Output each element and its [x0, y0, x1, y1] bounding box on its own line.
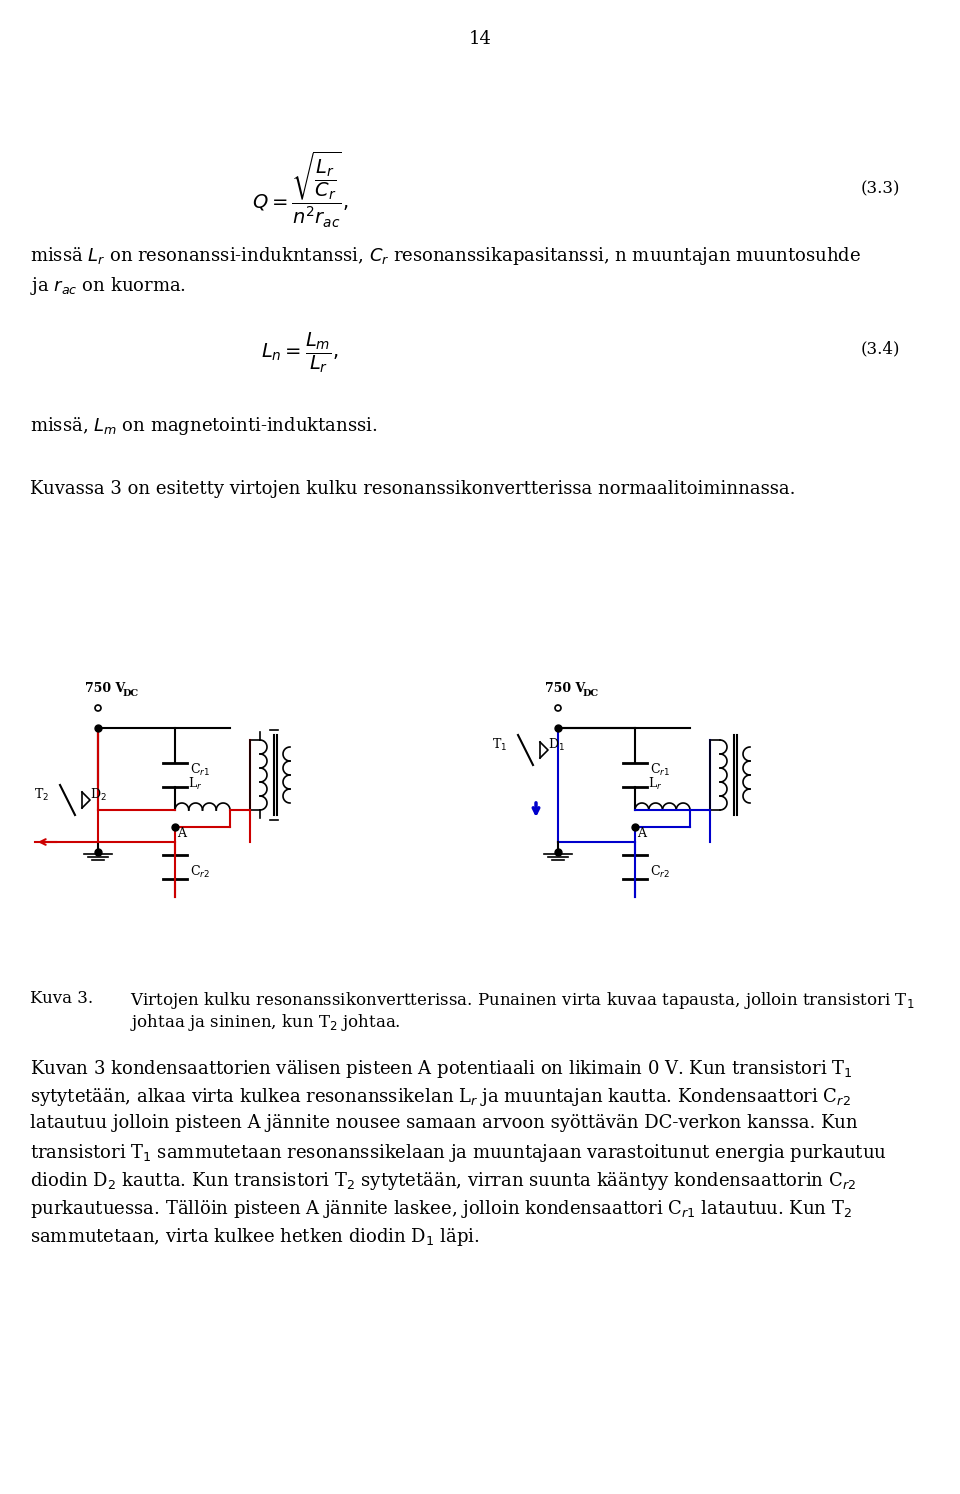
- Text: L$_r$: L$_r$: [648, 775, 662, 792]
- Text: diodin D$_2$ kautta. Kun transistori T$_2$ sytytetään, virran suunta kääntyy kon: diodin D$_2$ kautta. Kun transistori T$_…: [30, 1170, 856, 1192]
- Text: L$_r$: L$_r$: [188, 775, 203, 792]
- Text: DC: DC: [583, 689, 599, 698]
- Text: A: A: [637, 828, 646, 840]
- Text: transistori T$_1$ sammutetaan resonanssikelaan ja muuntajaan varastoitunut energ: transistori T$_1$ sammutetaan resonanssi…: [30, 1141, 887, 1164]
- Text: T$_2$: T$_2$: [35, 787, 50, 804]
- Text: missä $L_r$ on resonanssi-indukntanssi, $C_r$ resonanssikapasitanssi, n muuntaja: missä $L_r$ on resonanssi-indukntanssi, …: [30, 245, 861, 267]
- Text: 750 V: 750 V: [545, 681, 586, 695]
- Text: Kuvassa 3 on esitetty virtojen kulku resonanssikonvertterissa normaalitoiminnass: Kuvassa 3 on esitetty virtojen kulku res…: [30, 480, 796, 498]
- Text: T$_1$: T$_1$: [492, 737, 508, 753]
- Text: (3.3): (3.3): [860, 179, 900, 197]
- Text: C$_{r1}$: C$_{r1}$: [650, 762, 670, 778]
- Text: C$_{r2}$: C$_{r2}$: [650, 864, 670, 880]
- Text: purkautuessa. Tällöin pisteen A jännite laskee, jolloin kondensaattori C$_{r1}$ : purkautuessa. Tällöin pisteen A jännite …: [30, 1198, 852, 1221]
- Text: Kuvan 3 kondensaattorien välisen pisteen A potentiaali on likimain 0 V. Kun tran: Kuvan 3 kondensaattorien välisen pisteen…: [30, 1058, 852, 1080]
- Text: 14: 14: [468, 30, 492, 48]
- Text: C$_{r2}$: C$_{r2}$: [190, 864, 210, 880]
- Text: ja $r_{ac}$ on kuorma.: ja $r_{ac}$ on kuorma.: [30, 275, 186, 297]
- Text: missä, $L_m$ on magnetointi-induktanssi.: missä, $L_m$ on magnetointi-induktanssi.: [30, 415, 377, 438]
- Text: DC: DC: [123, 689, 139, 698]
- Text: (3.4): (3.4): [860, 341, 900, 357]
- Text: D$_1$: D$_1$: [548, 737, 564, 753]
- Text: D$_2$: D$_2$: [90, 787, 107, 804]
- Text: latautuu jolloin pisteen A jännite nousee samaan arvoon syöttävän DC-verkon kans: latautuu jolloin pisteen A jännite nouse…: [30, 1115, 857, 1132]
- Text: $Q = \dfrac{\sqrt{\dfrac{L_r}{C_r}}}{n^2 r_{ac}},$: $Q = \dfrac{\sqrt{\dfrac{L_r}{C_r}}}{n^2…: [252, 149, 348, 230]
- Text: 750 V: 750 V: [85, 681, 125, 695]
- Text: $L_n = \dfrac{L_m}{L_r},$: $L_n = \dfrac{L_m}{L_r},$: [261, 330, 339, 375]
- Text: C$_{r1}$: C$_{r1}$: [190, 762, 210, 778]
- Text: Kuva 3.: Kuva 3.: [30, 991, 93, 1007]
- Text: johtaa ja sininen, kun T$_2$ johtaa.: johtaa ja sininen, kun T$_2$ johtaa.: [130, 1011, 400, 1032]
- Text: Virtojen kulku resonanssikonvertterissa. Punainen virta kuvaa tapausta, jolloin : Virtojen kulku resonanssikonvertterissa.…: [130, 991, 915, 1011]
- Text: sammutetaan, virta kulkee hetken diodin D$_1$ läpi.: sammutetaan, virta kulkee hetken diodin …: [30, 1227, 480, 1247]
- Text: sytytetään, alkaa virta kulkea resonanssikelan L$_r$ ja muuntajan kautta. Konden: sytytetään, alkaa virta kulkea resonanss…: [30, 1086, 851, 1109]
- Text: A: A: [177, 828, 186, 840]
